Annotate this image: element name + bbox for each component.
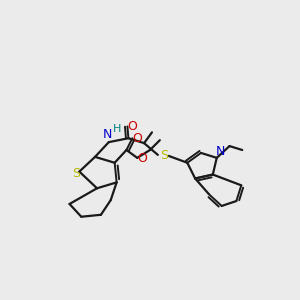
Text: N: N <box>216 146 225 158</box>
Text: S: S <box>72 167 80 180</box>
Text: H: H <box>112 124 121 134</box>
Text: S: S <box>160 149 168 162</box>
Text: O: O <box>132 132 142 145</box>
Text: O: O <box>137 152 147 165</box>
Text: N: N <box>103 128 112 141</box>
Text: O: O <box>128 120 137 133</box>
